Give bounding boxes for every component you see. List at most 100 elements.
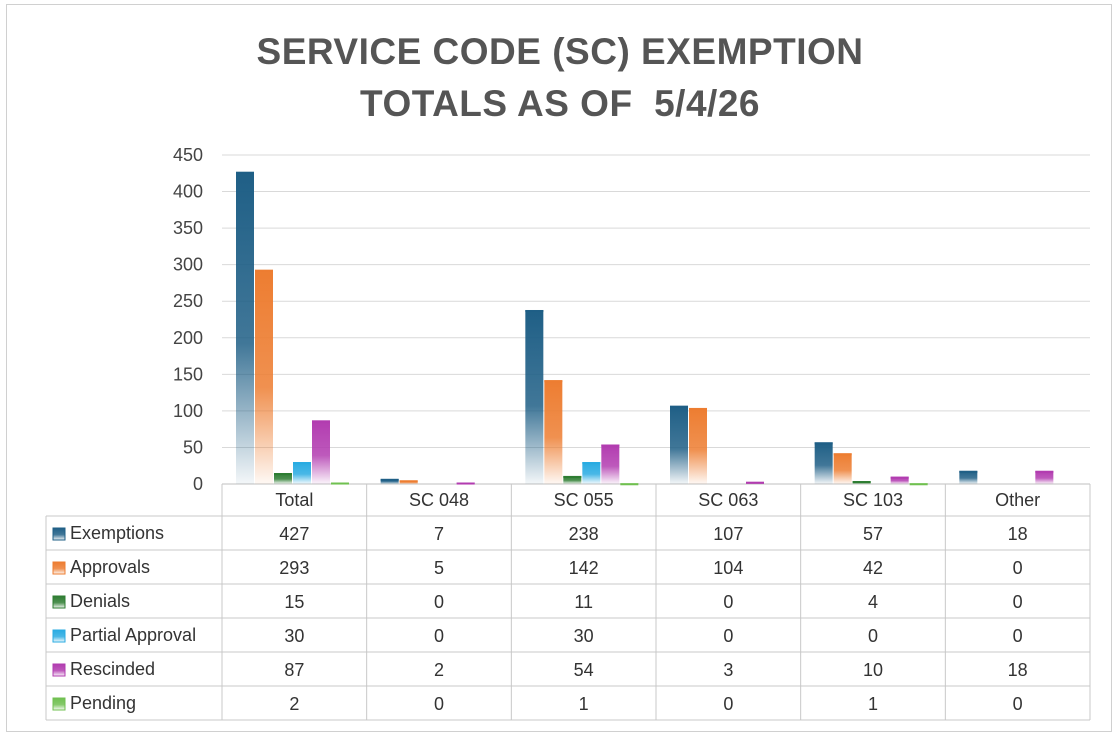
- y-tick-label: 150: [173, 364, 203, 384]
- legend-key: [52, 663, 66, 677]
- table-cell-value: 104: [713, 558, 743, 578]
- bar-top-edge: [890, 476, 909, 479]
- legend-entry: Rescinded: [70, 659, 155, 679]
- legend-entry: Exemptions: [70, 523, 164, 543]
- bar-approvals: [544, 380, 563, 484]
- table-cell-value: 11: [574, 592, 593, 612]
- bar-exemptions: [670, 405, 688, 484]
- table-cell-value: 427: [279, 524, 309, 544]
- legend-key: [52, 595, 66, 609]
- y-tick-label: 400: [173, 182, 203, 202]
- table-cell-value: 54: [574, 660, 594, 680]
- table-cell-value: 0: [1013, 558, 1023, 578]
- bar-top-edge: [236, 171, 254, 174]
- table-cell-value: 5: [434, 558, 444, 578]
- bar-top-edge: [833, 453, 852, 456]
- bar-exemptions: [380, 478, 399, 484]
- table-cell-value: 0: [434, 694, 444, 714]
- bar-rescinded: [890, 476, 909, 484]
- table-cell-value: 238: [569, 524, 599, 544]
- bar-top-edge: [582, 462, 601, 465]
- table-cell-value: 0: [1013, 694, 1023, 714]
- table-cell-value: 107: [713, 524, 743, 544]
- legend-entry: Pending: [70, 693, 136, 713]
- table-cell-value: 18: [1008, 524, 1028, 544]
- table-cell-value: 0: [1013, 626, 1023, 646]
- bar-exemptions: [525, 309, 544, 484]
- bar-top-edge: [959, 470, 978, 473]
- legend-entry: Denials: [70, 591, 130, 611]
- bar-top-edge: [525, 309, 544, 312]
- bar-top-edge: [293, 462, 311, 465]
- x-category-label: SC 055: [554, 490, 614, 510]
- chart-title-line-2: TOTALS AS OF 5/4/26: [360, 83, 760, 124]
- bar-top-edge: [380, 478, 399, 481]
- table-cell-value: 0: [868, 626, 878, 646]
- table-cell-value: 57: [863, 524, 883, 544]
- table-cell-value: 1: [579, 694, 589, 714]
- bar-top-edge: [399, 480, 418, 483]
- bar-top-edge: [456, 482, 475, 485]
- y-tick-label: 250: [173, 291, 203, 311]
- legend-entry: Approvals: [70, 557, 150, 577]
- legend-entry: Partial Approval: [70, 625, 196, 645]
- x-category-label: Total: [275, 490, 313, 510]
- bar-top-edge: [274, 473, 292, 476]
- x-category-label: SC 103: [843, 490, 903, 510]
- chart-title-line-1: SERVICE CODE (SC) EXEMPTION: [256, 31, 864, 72]
- y-tick-label: 0: [193, 474, 203, 494]
- table-cell-value: 4: [868, 592, 878, 612]
- x-category-label: Other: [995, 490, 1040, 510]
- y-tick-label: 200: [173, 328, 203, 348]
- legend-key: [52, 561, 66, 575]
- bar-rescinded: [1035, 470, 1054, 484]
- bar-approvals: [255, 269, 273, 484]
- x-category-label: SC 063: [698, 490, 758, 510]
- bar-top-edge: [1035, 470, 1054, 473]
- gridlines: [222, 154, 1090, 485]
- bar-top-edge: [746, 481, 764, 484]
- bar-top-edge: [620, 483, 639, 486]
- bar-exemptions: [959, 470, 978, 484]
- bar-top-edge: [544, 380, 563, 383]
- bar-top-edge: [852, 481, 871, 484]
- table-cell-value: 142: [569, 558, 599, 578]
- bar-top-edge: [312, 420, 330, 423]
- bar-partial-approval: [293, 462, 311, 484]
- table-cell-value: 10: [863, 660, 883, 680]
- bar-top-edge: [601, 444, 620, 447]
- table-cell-value: 1: [868, 694, 878, 714]
- y-tick-label: 350: [173, 218, 203, 238]
- table-cell-value: 0: [723, 626, 733, 646]
- table-cell-value: 0: [434, 592, 444, 612]
- table-cell-value: 42: [863, 558, 883, 578]
- x-category-label: SC 048: [409, 490, 469, 510]
- legend-key: [52, 527, 66, 541]
- bar-exemptions: [814, 442, 833, 484]
- table-cell-value: 2: [434, 660, 444, 680]
- table-cell-value: 18: [1008, 660, 1028, 680]
- y-tick-label: 50: [183, 437, 203, 457]
- table-cell-value: 30: [284, 626, 304, 646]
- table-cell-value: 30: [574, 626, 594, 646]
- y-tick-label: 450: [173, 145, 203, 165]
- data-table: Total SC 048 SC 055 SC 063 SC 103 Other Exempt…: [45, 484, 1091, 721]
- bar-denials: [274, 473, 292, 484]
- bar-top-edge: [689, 407, 707, 410]
- table-cell-value: 3: [723, 660, 733, 680]
- table-cell-value: 293: [279, 558, 309, 578]
- bar-rescinded: [312, 420, 330, 484]
- bar-top-edge: [331, 482, 349, 485]
- bar-top-edge: [814, 442, 833, 445]
- y-tick-label: 100: [173, 401, 203, 421]
- bars: [236, 171, 1054, 486]
- bar-denials: [563, 475, 582, 484]
- table-cell-value: 0: [723, 694, 733, 714]
- legend-key: [52, 629, 66, 643]
- table-cell-value: 15: [284, 592, 304, 612]
- table-cell-value: 0: [1013, 592, 1023, 612]
- bar-exemptions: [236, 171, 254, 484]
- y-axis-ticks: 0 50 100 150 200 250 300 350 400 450: [173, 145, 203, 494]
- bar-approvals: [833, 453, 852, 484]
